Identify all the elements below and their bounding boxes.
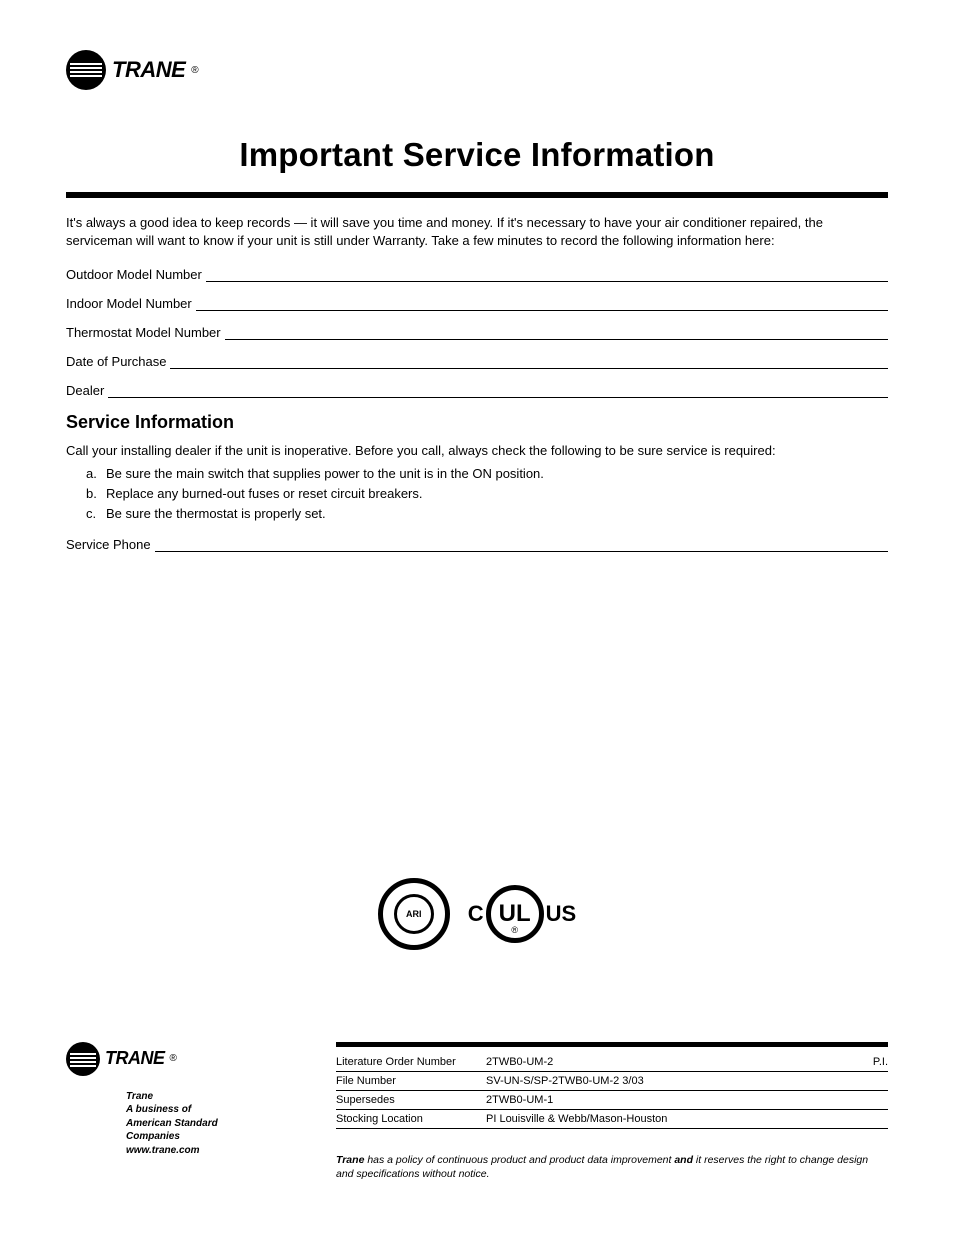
company-info: Trane A business of American Standard Co…: [126, 1090, 266, 1158]
footer-right: Literature Order Number2TWB0-UM-2P.I.Fil…: [336, 1042, 888, 1181]
checklist-text: Be sure the main switch that supplies po…: [106, 466, 544, 481]
form-underline[interactable]: [108, 385, 888, 398]
checklist-item: b.Replace any burned-out fuses or reset …: [66, 486, 888, 501]
meta-right: [848, 1090, 888, 1109]
disclaimer-brand: Trane: [336, 1154, 364, 1166]
company-line2: A business of: [126, 1103, 266, 1117]
form-line: Outdoor Model Number: [66, 267, 888, 282]
ul-ring: UL ®: [486, 885, 544, 943]
meta-value: 2TWB0-UM-1: [486, 1090, 848, 1109]
service-phone-underline[interactable]: [155, 539, 888, 552]
meta-row: Literature Order Number2TWB0-UM-2P.I.: [336, 1053, 888, 1072]
meta-value: SV-UN-S/SP-2TWB0-UM-2 3/03: [486, 1071, 848, 1090]
ul-left: C: [468, 901, 484, 927]
footer-rule: [336, 1042, 888, 1047]
title-rule: [66, 192, 888, 198]
company-name: Trane: [126, 1090, 266, 1104]
intro-paragraph: It's always a good idea to keep records …: [66, 214, 888, 249]
meta-label: Literature Order Number: [336, 1053, 486, 1072]
company-url: www.trane.com: [126, 1144, 266, 1158]
checklist-marker: b.: [86, 486, 106, 501]
footer-logo-mark-icon: [66, 1042, 100, 1076]
form-underline[interactable]: [196, 298, 888, 311]
form-label: Date of Purchase: [66, 354, 166, 369]
logo-wordmark: TRANE: [112, 57, 185, 83]
form-label: Indoor Model Number: [66, 296, 192, 311]
meta-label: Stocking Location: [336, 1109, 486, 1128]
meta-right: [848, 1109, 888, 1128]
meta-label: Supersedes: [336, 1090, 486, 1109]
meta-value: PI Louisville & Webb/Mason-Houston: [486, 1109, 848, 1128]
service-info-heading: Service Information: [66, 412, 888, 433]
form-line: Indoor Model Number: [66, 296, 888, 311]
document-meta-table: Literature Order Number2TWB0-UM-2P.I.Fil…: [336, 1053, 888, 1129]
form-label: Outdoor Model Number: [66, 267, 202, 282]
footer-logo: TRANE ®: [66, 1042, 266, 1076]
meta-row: File NumberSV-UN-S/SP-2TWB0-UM-2 3/03: [336, 1071, 888, 1090]
pre-call-checklist: a.Be sure the main switch that supplies …: [66, 466, 888, 521]
meta-value: 2TWB0-UM-2: [486, 1053, 848, 1072]
meta-label: File Number: [336, 1071, 486, 1090]
form-line: Dealer: [66, 383, 888, 398]
page-footer: TRANE ® Trane A business of American Sta…: [66, 1042, 888, 1181]
ul-right: US: [546, 901, 577, 927]
logo-mark-icon: [66, 50, 106, 90]
checklist-text: Replace any burned-out fuses or reset ci…: [106, 486, 423, 501]
disclaimer-mid: has a policy of continuous product and p…: [364, 1154, 674, 1166]
ul-cert-icon: C UL ® US: [468, 885, 576, 943]
page-title: Important Service Information: [66, 136, 888, 174]
form-line: Thermostat Model Number: [66, 325, 888, 340]
checklist-item: c.Be sure the thermostat is properly set…: [66, 506, 888, 521]
meta-row: Supersedes2TWB0-UM-1: [336, 1090, 888, 1109]
footer-logo-wordmark: TRANE: [105, 1048, 165, 1069]
disclaimer-and: and: [674, 1154, 693, 1166]
record-form: Outdoor Model Number Indoor Model Number T…: [66, 267, 888, 398]
form-label: Dealer: [66, 383, 104, 398]
form-line: Date of Purchase: [66, 354, 888, 369]
meta-right: [848, 1071, 888, 1090]
checklist-text: Be sure the thermostat is properly set.: [106, 506, 326, 521]
form-underline[interactable]: [225, 327, 888, 340]
service-phone-line: Service Phone: [66, 537, 888, 552]
checklist-marker: c.: [86, 506, 106, 521]
certification-row: ARI C UL ® US: [0, 878, 954, 950]
registered-mark: ®: [191, 65, 198, 76]
form-underline[interactable]: [206, 269, 888, 282]
footer-registered-mark: ®: [170, 1053, 177, 1064]
meta-right: P.I.: [848, 1053, 888, 1072]
ari-cert-icon: ARI: [378, 878, 450, 950]
service-phone-label: Service Phone: [66, 537, 151, 552]
meta-row: Stocking LocationPI Louisville & Webb/Ma…: [336, 1109, 888, 1128]
form-underline[interactable]: [170, 356, 888, 369]
company-line3: American Standard Companies: [126, 1117, 266, 1144]
disclaimer: Trane has a policy of continuous product…: [336, 1153, 888, 1181]
checklist-marker: a.: [86, 466, 106, 481]
header-logo: TRANE ®: [66, 50, 888, 90]
checklist-item: a.Be sure the main switch that supplies …: [66, 466, 888, 481]
form-label: Thermostat Model Number: [66, 325, 221, 340]
footer-left: TRANE ® Trane A business of American Sta…: [66, 1042, 266, 1158]
service-intro: Call your installing dealer if the unit …: [66, 443, 888, 458]
